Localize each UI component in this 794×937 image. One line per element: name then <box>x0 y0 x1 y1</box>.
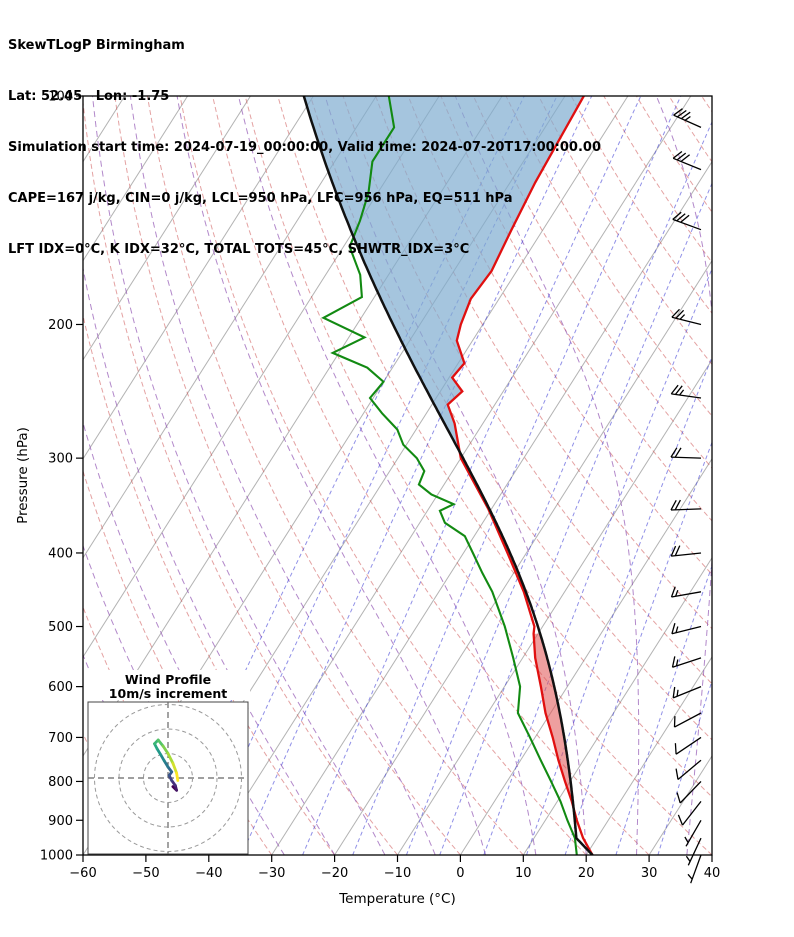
wind-barb <box>677 801 702 826</box>
wind-barbs <box>670 108 702 884</box>
y-tick-label: 600 <box>48 680 73 695</box>
sim-time-line: Simulation start time: 2024-07-19_00:00:… <box>8 140 601 155</box>
hodograph-trace-segment <box>175 771 180 782</box>
wind-barb <box>670 586 702 598</box>
parcel-path-line <box>302 96 594 855</box>
wind-barb <box>672 685 702 699</box>
y-tick-label: 400 <box>48 546 73 561</box>
y-tick-label: 900 <box>48 814 73 829</box>
wind-barb <box>670 384 702 399</box>
wind-barb <box>673 712 702 728</box>
temperature-profile-line <box>446 96 594 855</box>
cape-indices-line: CAPE=167 j/kg, CIN=0 j/kg, LCL=950 hPa, … <box>8 191 513 206</box>
stability-indices-line: LFT IDX=0°C, K IDX=32°C, TOTAL TOTS=45°C… <box>8 242 470 257</box>
x-tick-label: 40 <box>704 866 721 881</box>
y-tick-label: 200 <box>48 318 73 333</box>
hodograph-trace-segment <box>171 761 179 775</box>
x-tick-label: −40 <box>195 866 222 881</box>
x-tick-label: −30 <box>258 866 285 881</box>
x-tick-label: −60 <box>69 866 96 881</box>
x-tick-label: 0 <box>456 866 464 881</box>
wind-barb <box>674 736 702 755</box>
wind-barb <box>685 837 702 866</box>
hodograph-trace-segment <box>161 744 170 755</box>
x-axis-label: Temperature (°C) <box>338 891 456 907</box>
wind-barb <box>675 759 702 780</box>
x-tick-label: 10 <box>515 866 532 881</box>
wind-barb <box>672 150 702 171</box>
wind-barb <box>671 656 702 668</box>
hodograph-title: Wind Profile <box>125 672 211 687</box>
hodograph-ring <box>94 704 242 852</box>
wind-barb <box>671 623 702 635</box>
background-lines <box>83 96 712 855</box>
wind-barb <box>670 545 702 557</box>
chart-title: SkewTLogP Birmingham <box>8 38 185 53</box>
hodograph-title-bg <box>86 670 250 700</box>
y-tick-label: 800 <box>48 775 73 790</box>
wind-barb <box>673 108 702 128</box>
wind-barb <box>670 499 702 511</box>
x-tick-label: −10 <box>384 866 411 881</box>
x-tick-label: 30 <box>641 866 658 881</box>
y-tick-label: 500 <box>48 620 73 635</box>
wind-barb <box>676 780 702 804</box>
wind-barb <box>684 819 702 847</box>
x-tick-label: 20 <box>578 866 595 881</box>
x-tick-label: −20 <box>321 866 348 881</box>
cape-area-shading <box>533 633 574 808</box>
x-tick-label: −50 <box>132 866 159 881</box>
location-line: Lat: 52.45 Lon: -1.75 <box>8 89 170 104</box>
negative-area-shading <box>303 96 584 452</box>
profile-lines <box>302 96 594 855</box>
hodograph-subtitle: 10m/s increment <box>109 686 227 701</box>
dewpoint-profile-line <box>321 96 578 855</box>
axes: −60 −50 −40 −30 −20 −10 0 10 20 30 40 100 200 300 400 5… <box>15 90 720 908</box>
wind-barb <box>670 447 702 459</box>
hodograph-trace-segment <box>166 752 175 765</box>
buoyancy-shading <box>303 96 584 808</box>
wind-barb <box>671 308 702 326</box>
wind-barb <box>687 854 702 884</box>
wind-barb <box>672 211 702 231</box>
y-tick-label: 100 <box>48 90 73 105</box>
y-tick-label: 300 <box>48 452 73 467</box>
y-tick-label: 700 <box>48 731 73 746</box>
hodograph-ring <box>118 728 218 828</box>
header-block: SkewTLogP Birmingham Lat: 52.45 Lon: -1.… <box>8 3 601 275</box>
y-tick-label: 1000 <box>40 849 73 864</box>
y-axis-label: Pressure (hPa) <box>15 427 31 524</box>
